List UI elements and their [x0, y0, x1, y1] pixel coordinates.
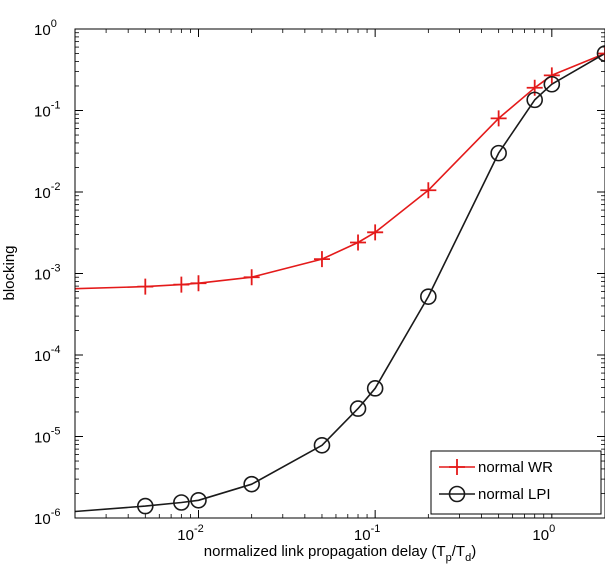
data-point-wr	[597, 45, 605, 62]
legend-box	[430, 450, 602, 515]
y-tick-label: 100	[34, 18, 57, 39]
y-axis-label: blocking	[1, 245, 18, 300]
legend-label-lpi: normal LPI	[478, 486, 551, 503]
data-point-wr	[543, 67, 560, 84]
legend-entry-wr: normal WR	[439, 459, 553, 476]
x-tick-label: 10-2	[177, 523, 203, 544]
data-point-lpi	[243, 475, 260, 493]
data-point-wr	[243, 269, 260, 286]
legend: normal WR normal LPI	[430, 450, 602, 515]
data-point-lpi	[190, 491, 207, 509]
y-tick-label: 10-6	[34, 507, 60, 528]
series-line-lpi	[74, 52, 605, 513]
data-point-lpi	[349, 400, 367, 417]
data-point-wr	[313, 251, 330, 268]
data-point-lpi	[137, 497, 154, 515]
series-markers	[137, 45, 605, 515]
data-point-wr	[173, 276, 190, 293]
data-point-lpi	[173, 494, 190, 511]
legend-label-wr: normal WR	[478, 459, 553, 476]
legend-plus-marker	[449, 459, 465, 475]
y-tick-labels: 10-6 10-5 10-4 10-3 10-2 10-1 100	[34, 18, 60, 528]
y-tick-label: 10-3	[34, 263, 60, 284]
x-tick-labels: 10-2 10-1 100	[177, 523, 555, 544]
data-point-lpi	[543, 75, 561, 93]
y-tick-label: 10-5	[34, 426, 60, 447]
y-tick-label: 10-1	[34, 100, 60, 121]
data-point-lpi	[596, 45, 605, 62]
x-tick-label: 10-1	[354, 523, 380, 544]
data-point-lpi	[490, 144, 507, 162]
data-point-wr	[490, 110, 507, 127]
data-point-lpi	[313, 436, 331, 454]
data-point-wr	[190, 275, 207, 292]
plot-frame	[74, 28, 605, 519]
data-point-lpi	[366, 380, 384, 397]
data-point-wr	[350, 234, 367, 251]
data-point-lpi	[420, 288, 437, 305]
legend-entry-lpi: normal LPI	[439, 485, 551, 503]
legend-circle-marker	[448, 485, 466, 503]
y-tick-label: 10-2	[34, 181, 60, 202]
data-point-wr	[367, 224, 384, 241]
data-point-wr	[420, 182, 437, 199]
data-point-wr	[137, 278, 154, 295]
x-axis-label: normalized link propagation delay (Tp/Td…	[204, 543, 476, 564]
x-tick-label: 100	[532, 523, 555, 544]
y-tick-label: 10-4	[34, 344, 60, 365]
data-point-lpi	[526, 91, 543, 109]
